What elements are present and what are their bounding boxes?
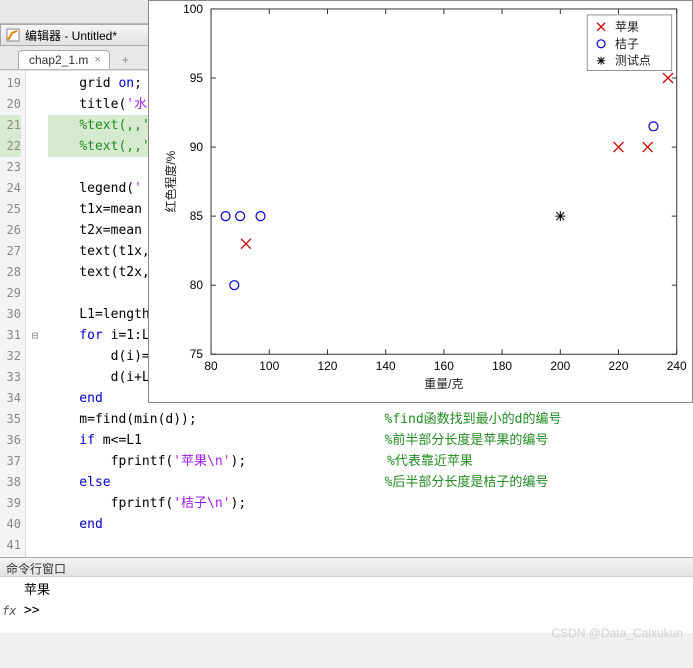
- fold-column: ⊟: [26, 71, 44, 557]
- svg-text:180: 180: [492, 359, 512, 373]
- svg-text:红色程度/%: 红色程度/%: [163, 150, 178, 212]
- svg-text:160: 160: [434, 359, 454, 373]
- svg-text:80: 80: [190, 278, 204, 292]
- command-window-body[interactable]: 苹果 fx >>: [0, 577, 693, 633]
- svg-text:90: 90: [190, 140, 204, 154]
- tab-add[interactable]: +: [116, 51, 135, 69]
- chart-figure: 801001201401601802002202407580859095100重…: [148, 0, 693, 403]
- code-line: end: [48, 514, 693, 535]
- svg-text:测试点: 测试点: [615, 53, 651, 68]
- fx-icon: fx: [2, 601, 16, 621]
- svg-text:240: 240: [667, 359, 687, 373]
- svg-text:95: 95: [190, 71, 204, 85]
- command-window-title: 命令行窗口: [6, 562, 66, 576]
- editor-icon: [5, 27, 21, 43]
- svg-text:80: 80: [204, 359, 218, 373]
- svg-text:200: 200: [550, 359, 570, 373]
- code-line: else %后半部分长度是桔子的编号: [48, 472, 693, 493]
- svg-text:220: 220: [609, 359, 629, 373]
- svg-text:120: 120: [318, 359, 338, 373]
- watermark: CSDN @Data_Caixukun: [551, 626, 683, 640]
- command-prompt: >>: [24, 603, 40, 618]
- svg-text:100: 100: [183, 2, 203, 16]
- editor-title: 编辑器 - Untitled*: [25, 27, 117, 44]
- tab-chap2-1[interactable]: chap2_1.m ×: [18, 50, 110, 69]
- tab-label: chap2_1.m: [29, 53, 88, 67]
- code-line: fprintf('桔子\n');: [48, 493, 693, 514]
- line-gutter: 1920212223242526272829303132333435363738…: [0, 71, 26, 557]
- command-window-header: 命令行窗口: [0, 557, 693, 577]
- svg-text:苹果: 苹果: [615, 20, 639, 34]
- svg-text:75: 75: [190, 347, 204, 361]
- code-line: m=find(min(d)); %find函数找到最小的d的编号: [48, 409, 693, 430]
- code-line: if m<=L1 %前半部分长度是苹果的编号: [48, 430, 693, 451]
- svg-text:100: 100: [259, 359, 279, 373]
- command-output: 苹果: [24, 581, 685, 601]
- svg-text:140: 140: [376, 359, 396, 373]
- close-icon[interactable]: ×: [94, 54, 100, 66]
- svg-text:85: 85: [190, 209, 204, 223]
- code-line: fprintf('苹果\n'); %代表靠近苹果: [48, 451, 693, 472]
- code-line: [48, 535, 693, 556]
- svg-text:桔子: 桔子: [615, 37, 639, 51]
- svg-text:重量/克: 重量/克: [424, 377, 463, 391]
